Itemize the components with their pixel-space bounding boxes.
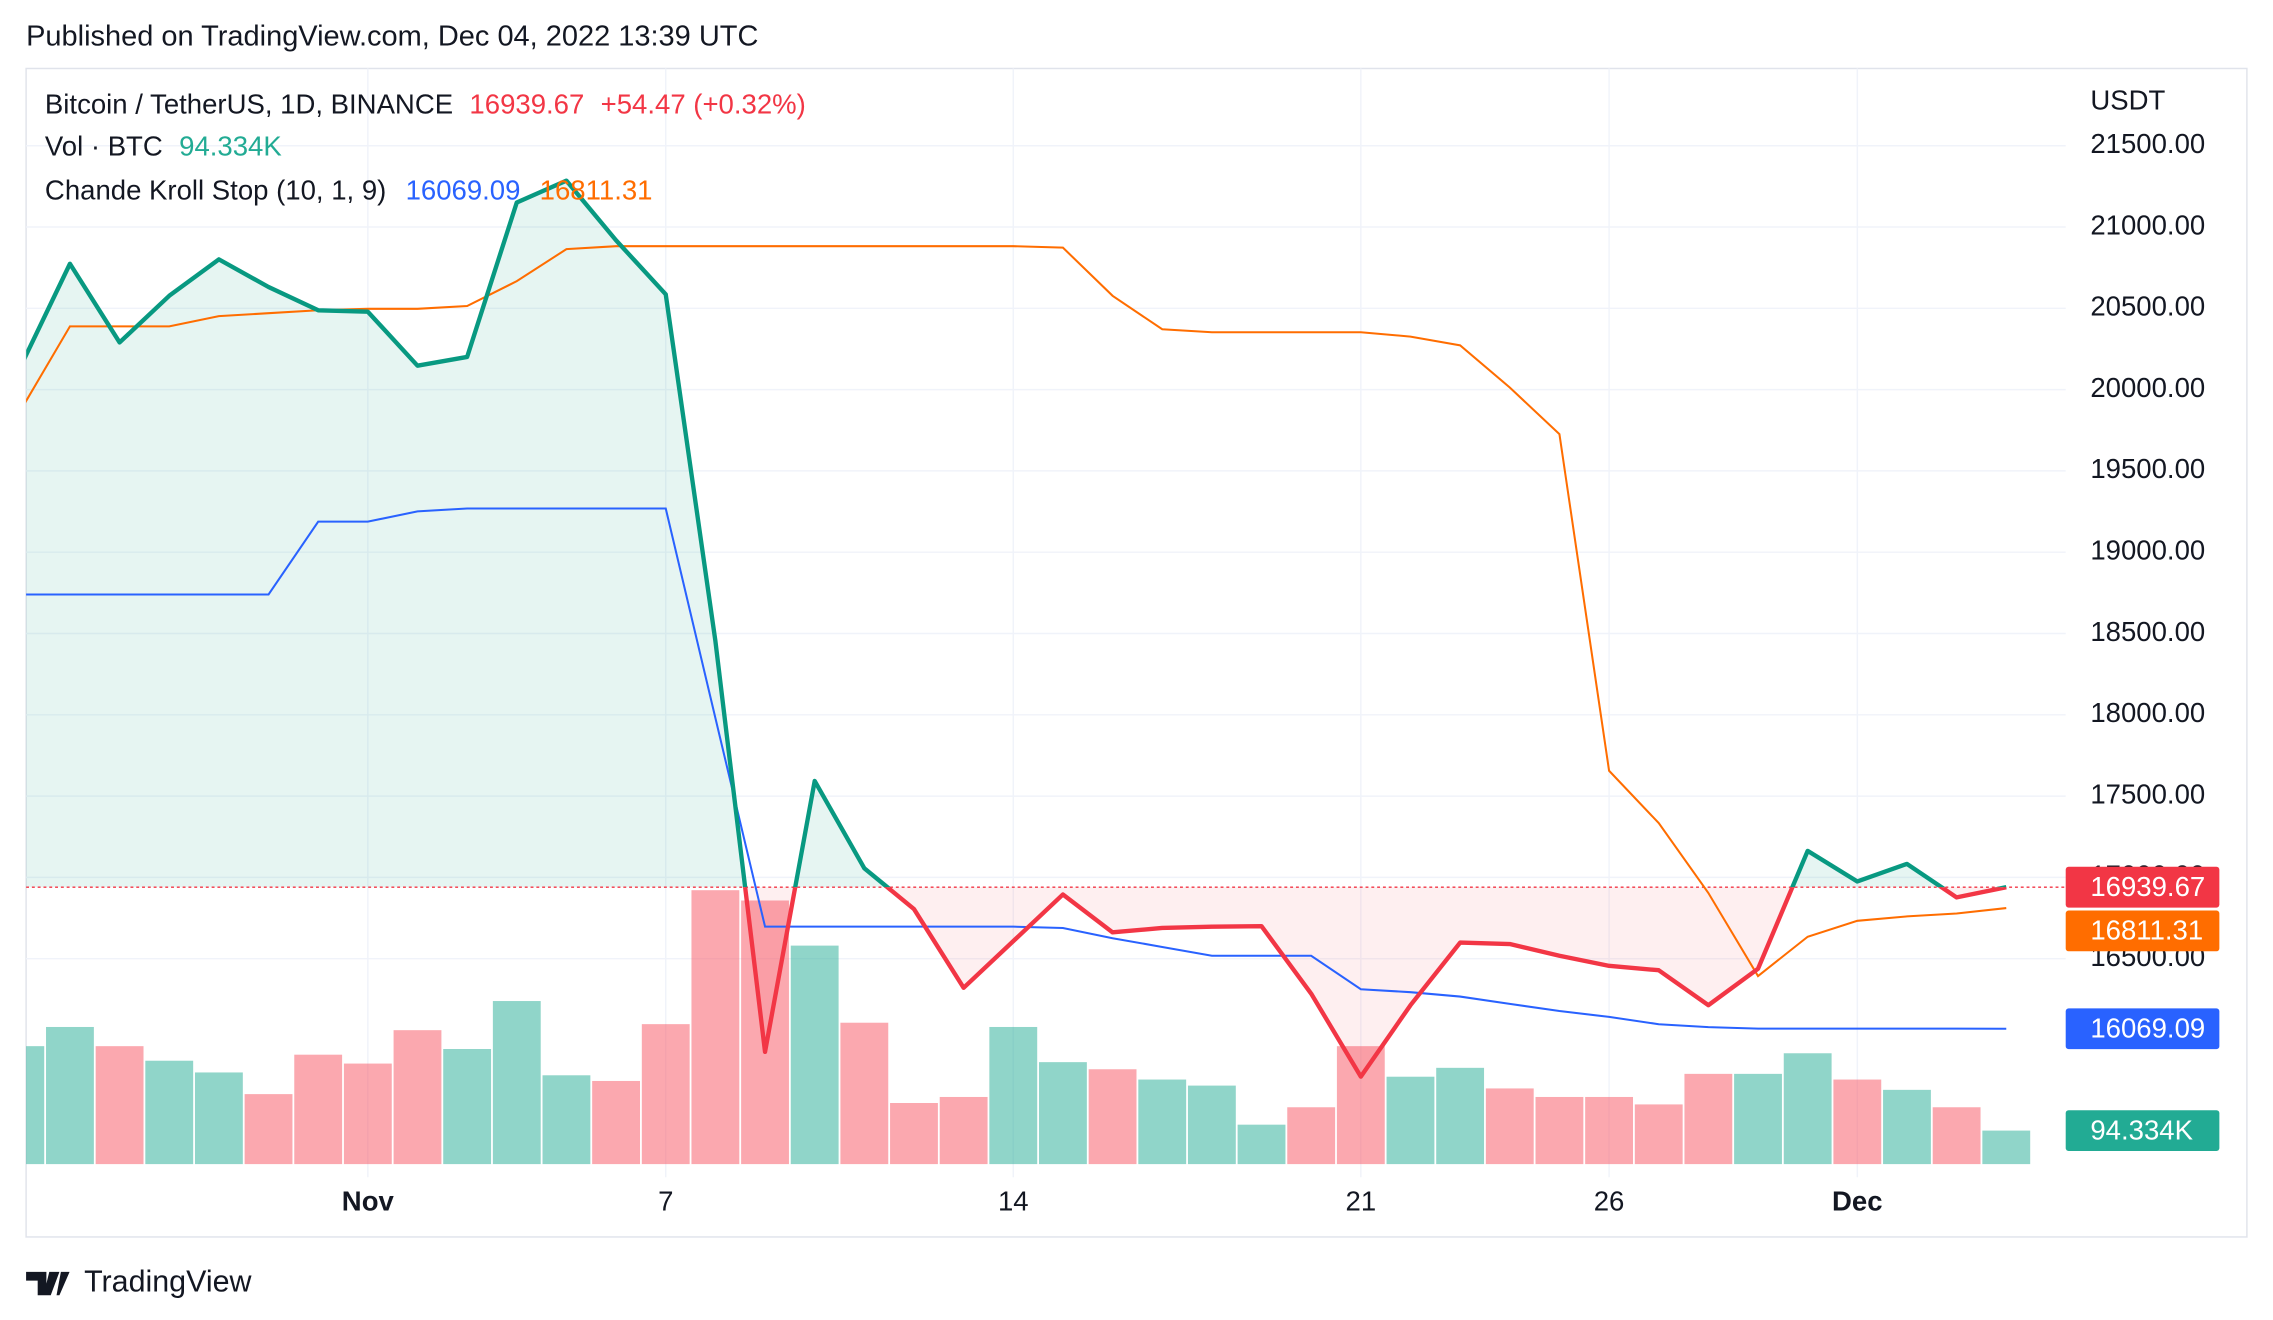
legend-indicator: Chande Kroll Stop (10, 1, 9) 16069.09 16…: [45, 175, 653, 206]
y-tick-label: 18500.00: [2090, 616, 2205, 647]
volume-bar: [294, 1054, 343, 1165]
y-tick-label: 21000.00: [2090, 209, 2205, 240]
volume-bar: [1783, 1053, 1832, 1165]
indicator-line: [26, 507, 2007, 1030]
brand-name: TradingView: [84, 1265, 252, 1299]
volume-bar: [1634, 1104, 1683, 1165]
area-above: [26, 180, 1942, 888]
volume-bar: [1187, 1085, 1236, 1165]
volume-bar: [939, 1096, 988, 1165]
volume-bar: [790, 945, 839, 1165]
volume-bar: [1088, 1069, 1137, 1165]
last-value-box: [2065, 910, 2220, 952]
volume-bar: [194, 1072, 243, 1165]
legend-volume: Vol · BTC 94.334K: [45, 131, 282, 162]
area-below: [26, 887, 2007, 1077]
last-value-label: 16939.67: [2090, 871, 2205, 902]
volume-bar: [1535, 1096, 1584, 1165]
x-tick-label: Nov: [342, 1186, 395, 1217]
volume-bar: [542, 1075, 591, 1165]
y-tick-label: 19000.00: [2090, 534, 2205, 565]
volume-bar: [641, 1024, 690, 1165]
volume-bar: [1883, 1089, 1931, 1165]
volume-bar: [1287, 1107, 1336, 1165]
published-note: Published on TradingView.com, Dec 04, 20…: [26, 21, 758, 53]
volume-bar: [492, 1001, 541, 1165]
volume-bar: [741, 900, 789, 1165]
volume-bar: [1436, 1067, 1485, 1165]
volume-bar: [95, 1046, 144, 1165]
volume-bar: [393, 1030, 442, 1165]
symbol-name: Bitcoin / TetherUS, 1D, BINANCE: [45, 89, 453, 120]
area-fill-up: [26, 180, 1942, 888]
volume-bar: [1684, 1073, 1733, 1165]
indicator-upper: 16811.31: [540, 175, 653, 206]
last-price: 16939.67: [469, 89, 584, 120]
y-tick-label: 21500.00: [2090, 128, 2205, 159]
volume-bar: [691, 890, 740, 1165]
volume-bar: [443, 1049, 492, 1165]
volume-bar: [145, 1060, 194, 1165]
volume-bar: [1932, 1107, 1981, 1165]
volume-bar: [46, 1026, 94, 1165]
volume-bar: [244, 1094, 293, 1165]
last-value-label: 94.334K: [2090, 1114, 2193, 1145]
y-tick-label: 20000.00: [2090, 372, 2205, 403]
logo-icon: [26, 1271, 70, 1296]
x-tick-label: Dec: [1832, 1186, 1883, 1217]
price-line: [742, 887, 2007, 1079]
y-tick-label: 18000.00: [2090, 697, 2205, 728]
x-tick-label: 26: [1594, 1186, 1625, 1217]
currency-label: USDT: [2090, 84, 2165, 115]
volume-bar: [1138, 1079, 1187, 1165]
volume-bar: [1585, 1096, 1633, 1165]
x-tick-label: 14: [998, 1186, 1029, 1217]
y-tick-label: 19500.00: [2090, 453, 2205, 484]
volume-bar: [1336, 1046, 1385, 1165]
volume-name: Vol · BTC: [45, 131, 163, 162]
indicator-name: Chande Kroll Stop (10, 1, 9): [45, 175, 386, 206]
price-change: +54.47 (+0.32%): [601, 89, 806, 120]
legend-price: Bitcoin / TetherUS, 1D, BINANCE 16939.67…: [45, 89, 806, 120]
volume-bar: [1386, 1076, 1435, 1165]
volume-bar: [840, 1022, 889, 1165]
brand-logo: TradingView: [26, 1265, 252, 1299]
last-value-box: [2065, 1008, 2220, 1050]
volume-bar: [1833, 1079, 1882, 1165]
last-value-box: [2065, 1110, 2220, 1151]
x-tick-label: 21: [1346, 1186, 1377, 1217]
area-fill-down: [26, 887, 2007, 1077]
volume-last: 94.334K: [179, 131, 282, 162]
y-tick-label: 17500.00: [2090, 778, 2205, 809]
last-value-box: [2065, 866, 2220, 908]
axes: 16500.0017000.0017500.0018000.0018500.00…: [342, 128, 2220, 1217]
price-line: [26, 178, 2007, 888]
volume-bar: [989, 1026, 1038, 1165]
volume-bar: [1039, 1062, 1087, 1165]
price-up: [26, 178, 2007, 888]
volume-bar: [26, 1046, 45, 1165]
x-tick-label: 7: [658, 1186, 673, 1217]
volume-bar: [592, 1080, 641, 1165]
volume-bar: [890, 1103, 938, 1165]
volume-bar: [1237, 1124, 1286, 1165]
volume-bar: [1485, 1088, 1534, 1165]
chart-frame: [25, 67, 2248, 1238]
last-value-label: 16069.09: [2090, 1012, 2205, 1043]
volume-bar: [1734, 1073, 1782, 1165]
last-value-label: 16811.31: [2090, 915, 2203, 946]
volume-bar: [343, 1063, 392, 1165]
volume-bar: [1982, 1130, 2031, 1165]
plot-area: [26, 178, 2066, 1165]
y-tick-label: 20500.00: [2090, 291, 2205, 322]
price-down: [742, 887, 2007, 1079]
indicator-lower: 16069.09: [406, 175, 521, 206]
